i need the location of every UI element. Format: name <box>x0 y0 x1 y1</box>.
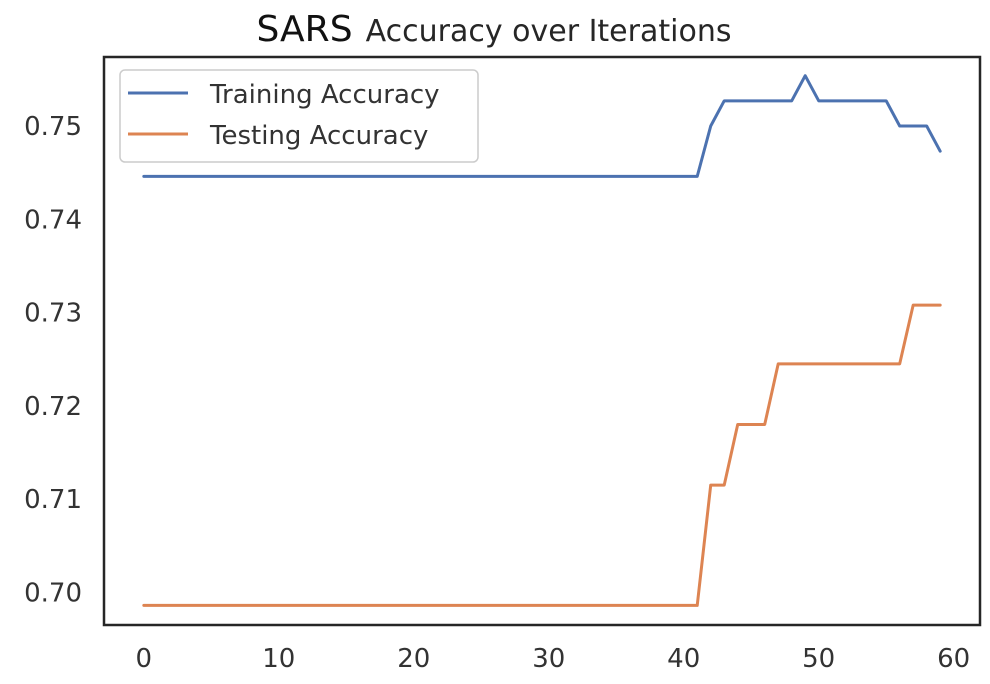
legend-label-testing: Testing Accuracy <box>209 121 428 151</box>
chart-title: SARS Accuracy over Iterations <box>257 9 732 50</box>
y-tick-label: 0.70 <box>24 578 82 608</box>
legend-label-training: Training Accuracy <box>209 80 440 110</box>
chart-title-lead: SARS <box>257 9 353 50</box>
y-tick-label: 0.75 <box>24 112 82 142</box>
x-tick-label: 20 <box>397 644 430 674</box>
x-tick-label: 0 <box>136 644 153 674</box>
y-tick-label: 0.73 <box>24 299 82 329</box>
y-tick-label: 0.74 <box>24 205 82 235</box>
x-axis-ticks: 0 10 20 30 40 50 60 <box>136 644 971 674</box>
series-lines <box>142 74 942 607</box>
series-line-testing-accuracy <box>142 303 942 607</box>
y-axis-ticks: 0.70 0.71 0.72 0.73 0.74 0.75 <box>24 112 82 608</box>
y-tick-label: 0.71 <box>24 485 82 515</box>
chart-title-rest: Accuracy over Iterations <box>366 14 732 49</box>
series-line-training-accuracy <box>142 74 942 178</box>
x-tick-label: 50 <box>802 644 835 674</box>
y-tick-label: 0.72 <box>24 392 82 422</box>
legend-box <box>119 69 479 163</box>
legend: Training Accuracy Testing Accuracy <box>119 69 479 163</box>
x-tick-label: 40 <box>667 644 700 674</box>
x-tick-label: 30 <box>532 644 565 674</box>
x-tick-label: 10 <box>262 644 295 674</box>
x-tick-label: 60 <box>937 644 970 674</box>
